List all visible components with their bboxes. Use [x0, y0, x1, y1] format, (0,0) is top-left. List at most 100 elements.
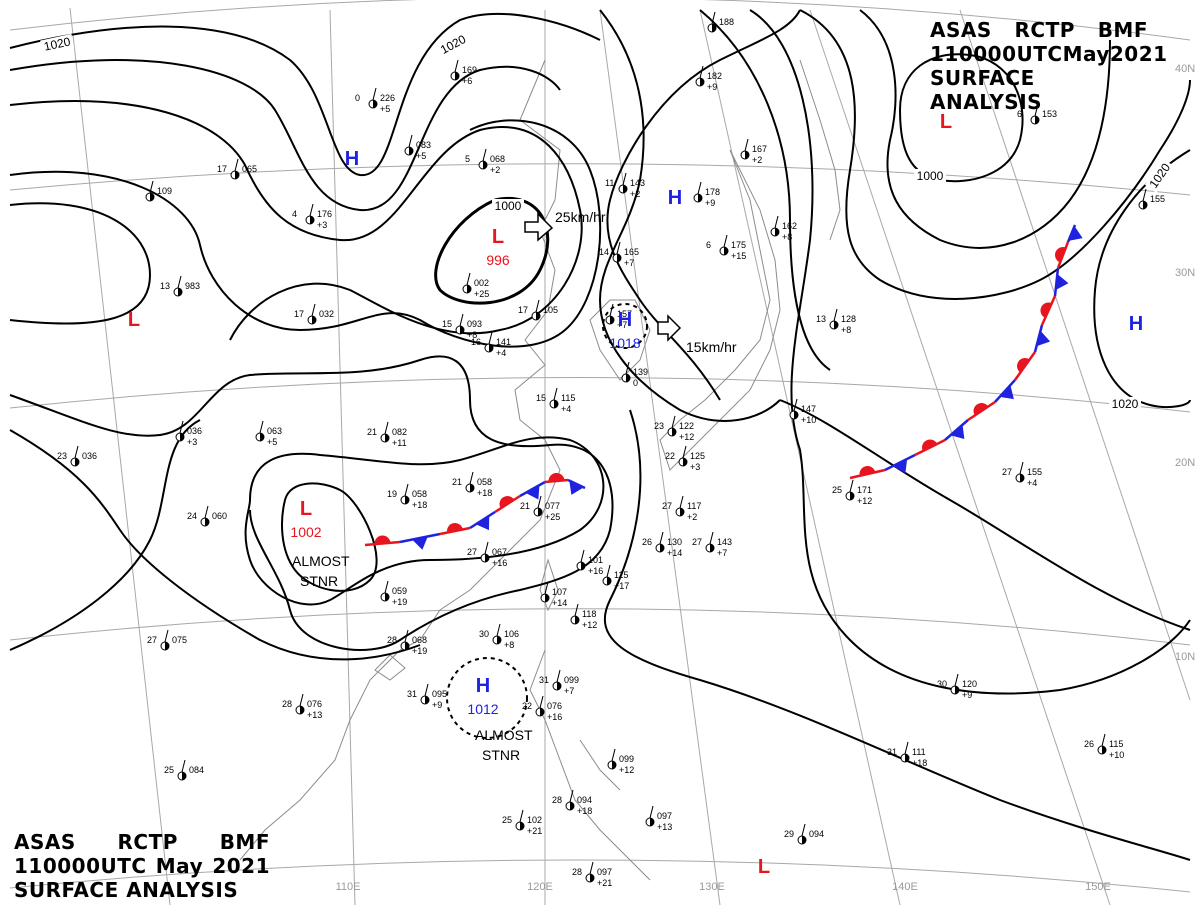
high-pressure-centre: H	[345, 148, 359, 170]
station-pressure: 105	[543, 305, 558, 315]
station-wind-barb	[616, 241, 621, 255]
cold-front-symbol	[569, 480, 584, 495]
station-tendency: +17	[614, 581, 629, 591]
latitude-line-0	[9, 859, 1191, 893]
station-pressure: 097	[597, 867, 612, 877]
station-temperature: 25	[832, 485, 842, 495]
station-wind-barb	[711, 11, 716, 25]
station-cloud-fill	[180, 433, 184, 441]
station-tendency: +19	[412, 646, 427, 656]
station-pressure: 036	[82, 451, 97, 461]
isobar	[699, 9, 831, 371]
station-wind-barb	[311, 303, 316, 317]
station-wind-barb	[659, 531, 664, 545]
station-temperature: 28	[387, 635, 397, 645]
station-temperature: 27	[1002, 467, 1012, 477]
pressure-system-symbol: L	[300, 498, 312, 520]
station-tendency: +25	[474, 289, 489, 299]
station-plot: 032 17	[294, 303, 334, 325]
station-tendency: +4	[496, 348, 506, 358]
station-wind-barb	[1019, 461, 1024, 475]
station-wind-barb	[74, 445, 79, 459]
station-tendency: +7	[564, 686, 574, 696]
isobar	[9, 419, 201, 651]
isobar	[281, 482, 378, 592]
station-tendency: +5	[416, 151, 426, 161]
station-tendency: +21	[597, 878, 612, 888]
station-cloud-fill	[570, 802, 574, 810]
title-block-bottom: ASAS RCTP BMF 110000UTC May 2021 SURFACE ANA…	[14, 830, 270, 902]
station-plot: 141+4 16	[471, 331, 511, 358]
pressure-system-symbol: H	[345, 148, 359, 170]
coastline-philippines	[529, 649, 651, 881]
isobar-996-centre	[434, 197, 550, 305]
longitude-line-150e	[809, 9, 1111, 906]
station-wind-barb	[259, 420, 264, 434]
isobar	[799, 9, 1191, 300]
title-product: SURFACE ANALYSIS	[930, 66, 1043, 114]
station-cloud-fill	[150, 193, 154, 201]
station-cloud-fill	[545, 594, 549, 602]
graticule	[9, 0, 1191, 906]
station-plot: 059+19	[380, 580, 407, 607]
station-plot: 178+9	[693, 181, 720, 208]
latitude-line-40n	[9, 0, 1191, 41]
longitude-line-160e	[959, 9, 1191, 701]
station-cloud-fill	[745, 151, 749, 159]
station-tendency: +3	[690, 462, 700, 472]
pressure-system-value: 996	[486, 252, 510, 268]
station-temperature: 6	[706, 240, 711, 250]
station-cloud-fill	[182, 772, 186, 780]
station-plot: 067+16 27	[467, 541, 507, 568]
station-cloud-fill	[610, 316, 614, 324]
high-pressure-centre: H 1012	[467, 675, 498, 717]
station-wind-barb	[204, 505, 209, 519]
stationary-front-pacific	[849, 224, 1083, 480]
coastlines	[239, 59, 841, 881]
title-agency: ASAS	[14, 830, 76, 854]
station-pressure: 082	[392, 427, 407, 437]
station-pressure: 143	[717, 537, 732, 547]
station-plot: 082+11 21	[367, 421, 407, 448]
title-station: RCTP	[117, 830, 178, 854]
isobar	[598, 9, 781, 422]
pressure-system-symbol: H	[476, 675, 490, 697]
pressure-system-symbol: L	[128, 309, 140, 331]
station-cloud-fill	[698, 194, 702, 202]
station-cloud-fill	[425, 696, 429, 704]
station-pressure: 128	[841, 314, 856, 324]
station-wind-barb	[234, 158, 239, 172]
warm-front-symbol	[447, 523, 463, 533]
stnr-label-low-line2: STNR	[300, 573, 338, 589]
station-pressure: 141	[496, 337, 511, 347]
station-pressure: 065	[242, 164, 257, 174]
isobar-label: 1000	[495, 199, 522, 213]
station-temperature: 28	[282, 699, 292, 709]
title-bureau: BMF	[219, 830, 270, 854]
station-temperature: 27	[467, 547, 477, 557]
station-temperature: 6	[1017, 109, 1022, 119]
warm-front-symbol	[1017, 358, 1030, 373]
station-plot: 093+8 15	[442, 313, 482, 340]
isobar	[859, 9, 1111, 249]
station-pressure: 036	[187, 426, 202, 436]
station-wind-barb	[574, 603, 579, 617]
station-plot: 077+25 21	[520, 495, 560, 522]
latitude-label: 30N	[1175, 267, 1195, 279]
low-pressure-centre: L	[128, 309, 140, 331]
station-tendency: +25	[545, 512, 560, 522]
station-wind-barb	[454, 59, 459, 73]
station-temperature: 15	[536, 393, 546, 403]
station-cloud-fill	[850, 492, 854, 500]
stnr-label-low-line1: ALMOST	[292, 553, 350, 569]
station-pressure: 094	[577, 795, 592, 805]
coastline-hainan	[374, 654, 406, 681]
title-product: SURFACE ANALYSIS	[14, 878, 239, 902]
station-cloud-fill	[683, 458, 687, 466]
station-plot: 095+9 31	[407, 683, 447, 710]
station-plot: 157+7	[605, 303, 632, 330]
station-pressure: 153	[1042, 109, 1057, 119]
station-wind-barb	[622, 172, 627, 186]
station-plot: 175+15 6	[706, 234, 746, 261]
station-pressure: 162	[782, 221, 797, 231]
